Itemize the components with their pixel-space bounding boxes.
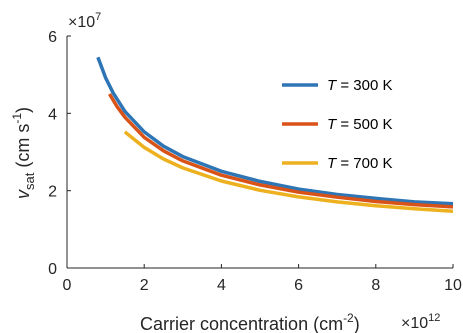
x-tick-label: 0 — [63, 277, 72, 294]
series-line-2 — [108, 93, 454, 209]
y-tick-label: 4 — [48, 106, 57, 123]
y-exponent: 7 — [95, 11, 101, 23]
y-tick-label: 2 — [48, 184, 57, 201]
y-axis-label: vsat (cm s-1) — [10, 107, 37, 199]
x-tick-label: 8 — [371, 277, 380, 294]
y-multiplier: ×107 — [68, 11, 101, 31]
series-line-1 — [96, 56, 454, 206]
plot-area — [67, 36, 453, 268]
x-tick-label: 4 — [217, 277, 226, 294]
x-multiplier: ×1012 — [401, 312, 440, 332]
x-tick-label: 6 — [294, 277, 303, 294]
ticks: 0 2 4 6 8 10 0 2 4 6 — [48, 29, 462, 294]
x-tick-label: 10 — [444, 277, 462, 294]
x-exponent: 12 — [428, 312, 440, 324]
series-group — [96, 56, 454, 213]
x-axis-label: Carrier concentration (cm-2) — [140, 311, 360, 333]
legend-label-2: T = 500 K — [327, 116, 392, 133]
legend: T = 300 K T = 500 K T = 700 K — [282, 77, 392, 172]
y-tick-label: 6 — [48, 29, 57, 46]
x-label-sup: -2 — [343, 311, 354, 325]
legend-label-1: T = 300 K — [327, 77, 392, 94]
y-label-sup: -1 — [10, 113, 24, 124]
y-label-sub: sat — [22, 172, 37, 190]
legend-label-3: T = 700 K — [327, 155, 392, 172]
series-line-3 — [123, 130, 454, 213]
x-tick-label: 2 — [140, 277, 149, 294]
y-tick-label: 0 — [48, 261, 57, 278]
